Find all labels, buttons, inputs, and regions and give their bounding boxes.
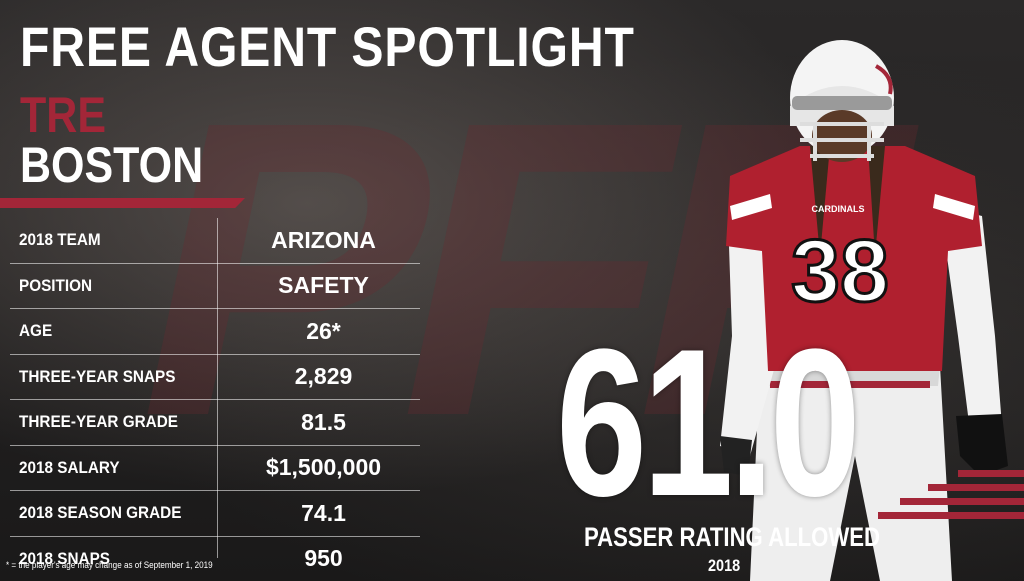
stat-row-salary: 2018 SALARY $1,500,000 xyxy=(10,446,420,491)
stat-value: 2,829 xyxy=(294,363,353,390)
stat-row-season-grade: 2018 SEASON GRADE 74.1 xyxy=(10,491,420,537)
age-footnote: * = the player's age may change as of Se… xyxy=(6,560,213,570)
accent-stripe xyxy=(928,484,1024,491)
stat-label: 2018 SALARY xyxy=(19,457,120,477)
page-title: FREE AGENT SPOTLIGHT xyxy=(20,15,635,78)
stat-value: 26* xyxy=(306,317,341,344)
stat-value: 74.1 xyxy=(301,499,346,526)
stat-value: $1,500,000 xyxy=(265,454,382,481)
player-last-name: BOSTON xyxy=(20,137,204,193)
stat-row-snaps: 2018 SNAPS 950 xyxy=(10,537,420,581)
stat-row-three-year-grade: THREE-YEAR GRADE 81.5 xyxy=(10,400,420,446)
stat-label: THREE-YEAR GRADE xyxy=(19,412,178,432)
stat-value: 81.5 xyxy=(301,408,346,435)
stat-row-position: POSITION SAFETY xyxy=(10,264,420,309)
stat-value: 950 xyxy=(304,545,343,572)
jersey-number: 38 xyxy=(791,221,889,320)
stat-label: 2018 SNAPS xyxy=(19,548,111,568)
player-first-name: TRE xyxy=(20,87,106,143)
stat-label: 2018 SEASON GRADE xyxy=(19,503,182,523)
accent-stripe xyxy=(900,498,1024,505)
stat-label: 2018 TEAM xyxy=(19,230,101,250)
stat-value: SAFETY xyxy=(278,272,369,299)
stat-value: ARIZONA xyxy=(271,226,376,253)
stat-row-team: 2018 TEAM ARIZONA xyxy=(10,218,420,264)
jersey-text: CARDINALS xyxy=(812,204,865,214)
stats-table: 2018 TEAM ARIZONA POSITION SAFETY AGE 26… xyxy=(10,218,420,581)
stat-row-age: AGE 26* xyxy=(10,309,420,355)
stat-label: THREE-YEAR SNAPS xyxy=(19,366,176,386)
table-divider xyxy=(217,218,218,558)
accent-bar xyxy=(0,198,245,208)
feature-stat-value: 61.0 xyxy=(556,305,861,540)
stat-label: AGE xyxy=(19,321,53,341)
accent-stripe xyxy=(878,512,1024,519)
feature-stat-year: 2018 xyxy=(708,556,741,575)
player-photo: CARDINALS 38 xyxy=(720,40,1008,581)
stat-row-three-year-snaps: THREE-YEAR SNAPS 2,829 xyxy=(10,355,420,400)
accent-stripe xyxy=(958,470,1024,477)
feature-stat-caption: PASSER RATING ALLOWED xyxy=(584,522,881,552)
stat-label: POSITION xyxy=(19,275,93,295)
